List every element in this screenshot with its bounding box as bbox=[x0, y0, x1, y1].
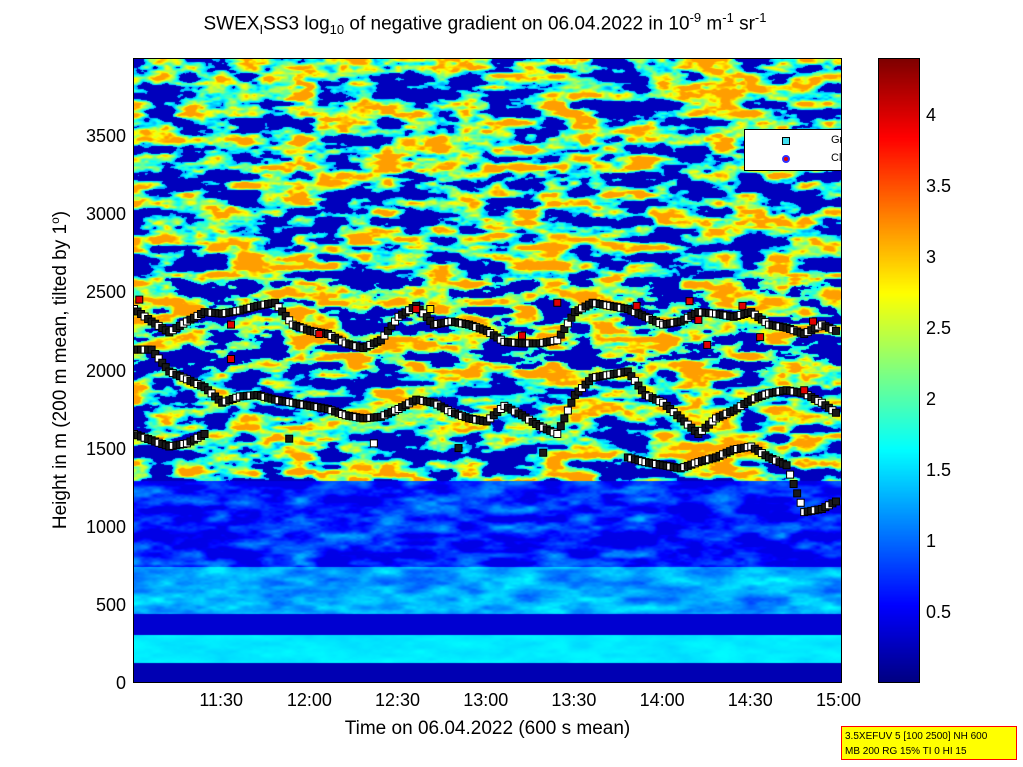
cloud-marker bbox=[703, 340, 712, 349]
gradient-minimum-marker bbox=[789, 480, 798, 488]
legend-label: Gradient local minimum bbox=[831, 134, 841, 146]
colorbar bbox=[878, 58, 920, 683]
degree-symbol: o bbox=[47, 217, 62, 224]
heatmap-plot-area: Gradient local minimum Cloud bbox=[133, 58, 842, 683]
parameters-line-2: MB 200 RG 15% TI 0 HI 15 bbox=[845, 746, 967, 757]
markers-layer bbox=[134, 295, 840, 517]
y-tick-label: 3000 bbox=[85, 204, 126, 225]
parameters-line-1: 3.5XEFUV 5 [100 2500] NH 600 bbox=[845, 731, 988, 742]
y-tick-label: 1500 bbox=[85, 438, 126, 459]
gradient-minimum-marker bbox=[786, 470, 795, 479]
cloud-marker bbox=[135, 295, 144, 304]
gradient-minimum-marker bbox=[285, 434, 294, 443]
y-tick-label: 1000 bbox=[85, 516, 126, 537]
colorbar-tick-label: 3.5 bbox=[926, 175, 952, 196]
gradient-minimum-marker bbox=[796, 498, 805, 507]
gradient-minimum-marker bbox=[563, 406, 572, 415]
title-unit: m bbox=[701, 13, 723, 35]
y-tick-label: 3500 bbox=[85, 126, 126, 147]
gradient-minimum-marker bbox=[556, 422, 565, 431]
cloud-marker bbox=[227, 355, 236, 363]
gradient-minimum-marker bbox=[200, 430, 209, 438]
x-tick-label: 14:00 bbox=[639, 690, 685, 710]
title-text-rest: of negative gradient on 06.04.2022 in 10 bbox=[344, 13, 690, 35]
gradient-minimum-marker bbox=[553, 430, 562, 438]
circle-marker-icon bbox=[782, 155, 790, 163]
colorbar-tick-label: 1 bbox=[926, 530, 937, 551]
x-tick-label: 13:30 bbox=[551, 690, 597, 710]
legend-item-cloud: Cloud bbox=[745, 151, 842, 167]
colorbar-tick-label: 1.5 bbox=[926, 459, 952, 480]
cloud-marker bbox=[227, 320, 236, 329]
cloud-marker bbox=[800, 386, 809, 395]
cloud-marker bbox=[809, 317, 818, 326]
y-tick-label: 500 bbox=[95, 594, 126, 615]
colorbar-tick-label: 2.5 bbox=[926, 317, 952, 338]
gradient-minimum-marker bbox=[454, 444, 463, 453]
title-text: SWEX bbox=[203, 13, 260, 35]
colorbar-tick-label: 4 bbox=[926, 104, 937, 125]
title-exponent: -9 bbox=[689, 10, 702, 25]
x-axis-label: Time on 06.04.2022 (600 s mean) bbox=[344, 718, 631, 739]
title-text-mid: SS3 log bbox=[263, 13, 330, 35]
y-tick-label: 2500 bbox=[85, 282, 126, 303]
cloud-marker bbox=[756, 333, 765, 342]
gradient-minimum-marker bbox=[539, 448, 548, 457]
chart-title: SWEXISS3 log10 of negative gradient on 0… bbox=[0, 10, 970, 37]
cloud-marker bbox=[315, 330, 324, 338]
x-tick-label: 11:30 bbox=[199, 690, 244, 710]
gradient-minimum-marker bbox=[369, 439, 378, 448]
colorbar-tick-label: 3 bbox=[926, 246, 937, 267]
gradient-minimum-marker bbox=[793, 489, 802, 498]
cloud-marker bbox=[518, 331, 527, 340]
legend-label: Cloud bbox=[831, 152, 842, 164]
cloud-marker bbox=[685, 297, 694, 306]
y-tick-label: 0 bbox=[115, 673, 126, 693]
x-tick-label: 12:30 bbox=[375, 690, 421, 710]
colorbar-canvas bbox=[879, 59, 919, 682]
gradient-minimum-marker bbox=[831, 326, 840, 335]
y-tick-label: 2000 bbox=[85, 360, 126, 381]
x-tick-label: 12:00 bbox=[286, 690, 332, 710]
title-sub: I bbox=[259, 22, 264, 38]
colorbar-tick-label: 0.5 bbox=[926, 601, 952, 622]
gradient-minimum-marker bbox=[426, 305, 435, 313]
x-tick-label: 15:00 bbox=[815, 690, 861, 710]
title-unit2-exponent: -1 bbox=[754, 10, 767, 25]
title-unit-exponent: -1 bbox=[722, 10, 734, 25]
cloud-marker bbox=[738, 301, 747, 310]
gradient-minimum-marker bbox=[567, 398, 576, 407]
title-log-base: 10 bbox=[329, 22, 345, 38]
cloud-marker bbox=[412, 305, 421, 313]
gradient-minimum-marker bbox=[560, 414, 569, 423]
square-marker-icon bbox=[782, 137, 790, 145]
title-unit2: sr bbox=[733, 13, 755, 35]
x-tick-label: 14:30 bbox=[727, 690, 773, 710]
cloud-marker bbox=[632, 301, 641, 310]
legend-item-gradient-minimum: Gradient local minimum bbox=[745, 133, 841, 149]
cloud-marker bbox=[553, 298, 562, 307]
gradient-minimum-marker bbox=[782, 461, 791, 470]
cloud-marker bbox=[694, 315, 703, 324]
colorbar-tick-label: 2 bbox=[926, 388, 937, 409]
gradient-minimum-marker bbox=[831, 408, 840, 417]
legend: Gradient local minimum Cloud bbox=[744, 129, 842, 171]
gradient-minimum-marker bbox=[831, 497, 840, 506]
parameters-box: 3.5XEFUV 5 [100 2500] NH 600 MB 200 RG 1… bbox=[841, 726, 1017, 760]
x-tick-label: 13:00 bbox=[463, 690, 509, 710]
heatmap-canvas bbox=[134, 59, 841, 682]
